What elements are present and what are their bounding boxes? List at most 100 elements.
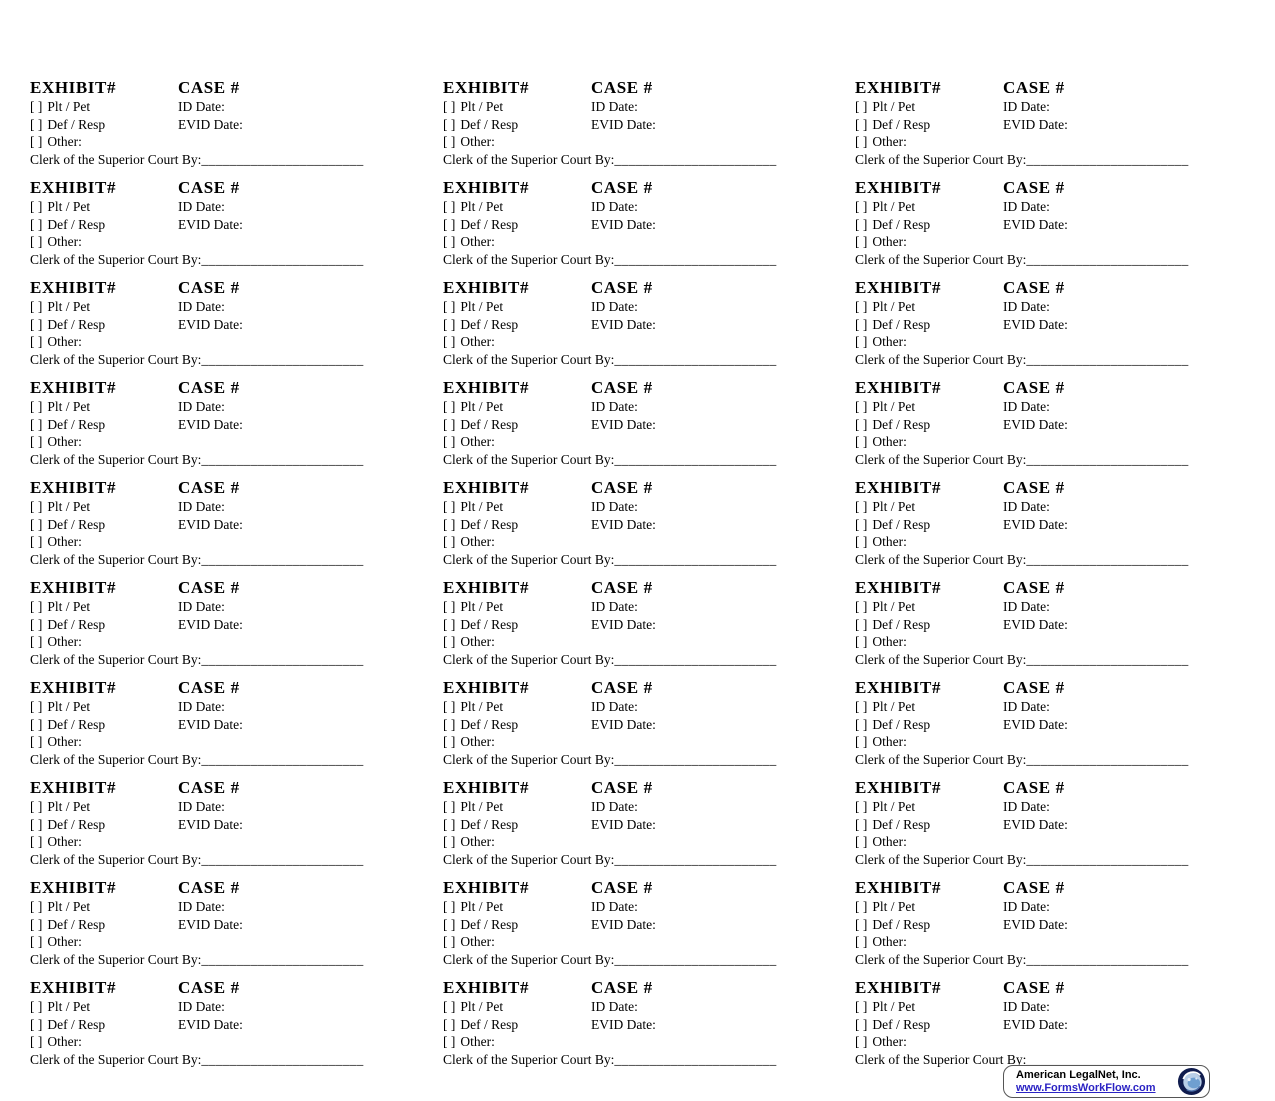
other-cell: [ ] Other: (443, 633, 591, 651)
plt-pet-row: [ ] Plt / Pet ID Date: (855, 198, 1257, 216)
other-cell: [ ] Other: (30, 533, 178, 551)
case-number-label: CASE # (591, 878, 653, 897)
other-label: Other: (460, 234, 495, 249)
clerk-signature-blank: _______________________ (614, 951, 777, 967)
other-checkbox: [ ] (30, 534, 43, 549)
plt-pet-cell: [ ] Plt / Pet (443, 698, 591, 716)
plt-pet-cell: [ ] Plt / Pet (855, 998, 1003, 1016)
other-label: Other: (47, 1034, 82, 1049)
exhibit-number-label: EXHIBIT# (855, 178, 942, 197)
exhibit-number-label: EXHIBIT# (443, 78, 530, 97)
plt-pet-checkbox: [ ] (30, 899, 43, 914)
other-label: Other: (47, 834, 82, 849)
other-checkbox: [ ] (443, 734, 456, 749)
evid-date-label: EVID Date: (591, 216, 656, 232)
clerk-signature-row: Clerk of the Superior Court By:_________… (443, 551, 845, 569)
def-resp-label: Def / Resp (47, 216, 106, 232)
other-label: Other: (460, 334, 495, 349)
plt-pet-cell: [ ] Plt / Pet (30, 998, 178, 1016)
id-date-label: ID Date: (591, 299, 638, 314)
label-header-row: EXHIBIT# CASE # (443, 478, 845, 498)
plt-pet-cell: [ ] Plt / Pet (30, 398, 178, 416)
exhibit-label-block: EXHIBIT# CASE # [ ] Plt / Pet ID Date: [ … (30, 478, 432, 578)
plt-pet-row: [ ] Plt / Pet ID Date: (855, 998, 1257, 1016)
id-date-label: ID Date: (178, 899, 225, 914)
plt-pet-checkbox: [ ] (443, 199, 456, 214)
plt-pet-checkbox: [ ] (443, 599, 456, 614)
exhibit-label-block: EXHIBIT# CASE # [ ] Plt / Pet ID Date: [ … (855, 278, 1257, 378)
def-resp-checkbox: [ ] (30, 516, 43, 532)
clerk-signature-row: Clerk of the Superior Court By:_________… (443, 651, 845, 669)
def-resp-row: [ ] Def / Resp EVID Date: (30, 616, 432, 634)
def-resp-label: Def / Resp (872, 216, 931, 232)
label-header-row: EXHIBIT# CASE # (30, 78, 432, 98)
other-row: [ ] Other: (30, 233, 432, 251)
def-resp-checkbox: [ ] (30, 616, 43, 632)
plt-pet-checkbox: [ ] (30, 599, 43, 614)
other-label: Other: (47, 234, 82, 249)
def-resp-cell: [ ] Def / Resp (443, 816, 591, 834)
label-header-row: EXHIBIT# CASE # (855, 278, 1257, 298)
plt-pet-label: Plt / Pet (460, 699, 504, 714)
exhibit-number-label: EXHIBIT# (443, 378, 530, 397)
def-resp-row: [ ] Def / Resp EVID Date: (30, 316, 432, 334)
plt-pet-checkbox: [ ] (855, 699, 868, 714)
other-label: Other: (460, 1034, 495, 1049)
label-header-row: EXHIBIT# CASE # (30, 878, 432, 898)
exhibit-label-block: EXHIBIT# CASE # [ ] Plt / Pet ID Date: [ … (855, 878, 1257, 978)
evid-date-label: EVID Date: (591, 316, 656, 332)
clerk-signature-label: Clerk of the Superior Court By: (30, 351, 202, 367)
def-resp-label: Def / Resp (47, 816, 106, 832)
def-resp-checkbox: [ ] (30, 716, 43, 732)
def-resp-checkbox: [ ] (443, 416, 456, 432)
other-label: Other: (872, 134, 907, 149)
plt-pet-row: [ ] Plt / Pet ID Date: (443, 98, 845, 116)
clerk-signature-blank: _______________________ (1026, 1051, 1189, 1067)
exhibit-label-block: EXHIBIT# CASE # [ ] Plt / Pet ID Date: [ … (443, 878, 845, 978)
clerk-signature-label: Clerk of the Superior Court By: (30, 1051, 202, 1067)
plt-pet-checkbox: [ ] (30, 99, 43, 114)
exhibit-label-block: EXHIBIT# CASE # [ ] Plt / Pet ID Date: [ … (443, 278, 845, 378)
id-date-label: ID Date: (178, 499, 225, 514)
case-number-label: CASE # (1003, 678, 1065, 697)
labels-grid: EXHIBIT# CASE # [ ] Plt / Pet ID Date: [ … (30, 78, 1267, 1078)
other-row: [ ] Other: (855, 933, 1257, 951)
def-resp-checkbox: [ ] (855, 716, 868, 732)
exhibit-number-label: EXHIBIT# (30, 778, 117, 797)
clerk-signature-blank: _______________________ (201, 451, 364, 467)
label-header-row: EXHIBIT# CASE # (855, 678, 1257, 698)
plt-pet-row: [ ] Plt / Pet ID Date: (443, 998, 845, 1016)
case-number-label: CASE # (1003, 878, 1065, 897)
def-resp-label: Def / Resp (460, 816, 519, 832)
other-cell: [ ] Other: (30, 833, 178, 851)
evid-date-label: EVID Date: (178, 316, 243, 332)
clerk-signature-label: Clerk of the Superior Court By: (30, 451, 202, 467)
def-resp-checkbox: [ ] (443, 716, 456, 732)
other-checkbox: [ ] (855, 334, 868, 349)
def-resp-row: [ ] Def / Resp EVID Date: (30, 916, 432, 934)
other-row: [ ] Other: (855, 833, 1257, 851)
formsworkflow-link[interactable]: www.FormsWorkFlow.com (1016, 1081, 1156, 1094)
clerk-signature-blank: _______________________ (201, 1051, 364, 1067)
other-checkbox: [ ] (30, 134, 43, 149)
other-label: Other: (872, 434, 907, 449)
def-resp-cell: [ ] Def / Resp (30, 516, 178, 534)
exhibit-label-block: EXHIBIT# CASE # [ ] Plt / Pet ID Date: [ … (443, 778, 845, 878)
plt-pet-cell: [ ] Plt / Pet (443, 398, 591, 416)
exhibit-number-label: EXHIBIT# (30, 678, 117, 697)
other-row: [ ] Other: (443, 633, 845, 651)
exhibit-number-label: EXHIBIT# (855, 978, 942, 997)
def-resp-label: Def / Resp (47, 716, 106, 732)
exhibit-label-block: EXHIBIT# CASE # [ ] Plt / Pet ID Date: [ … (855, 578, 1257, 678)
other-checkbox: [ ] (855, 1034, 868, 1049)
id-date-label: ID Date: (591, 799, 638, 814)
exhibit-label-block: EXHIBIT# CASE # [ ] Plt / Pet ID Date: [ … (855, 478, 1257, 578)
clerk-signature-row: Clerk of the Superior Court By:_________… (855, 951, 1257, 969)
clerk-signature-row: Clerk of the Superior Court By:_________… (443, 451, 845, 469)
def-resp-label: Def / Resp (872, 516, 931, 532)
evid-date-label: EVID Date: (178, 216, 243, 232)
plt-pet-checkbox: [ ] (30, 199, 43, 214)
company-name: American LegalNet, Inc. (1016, 1068, 1141, 1081)
plt-pet-cell: [ ] Plt / Pet (855, 498, 1003, 516)
exhibit-number-label: EXHIBIT# (443, 678, 530, 697)
